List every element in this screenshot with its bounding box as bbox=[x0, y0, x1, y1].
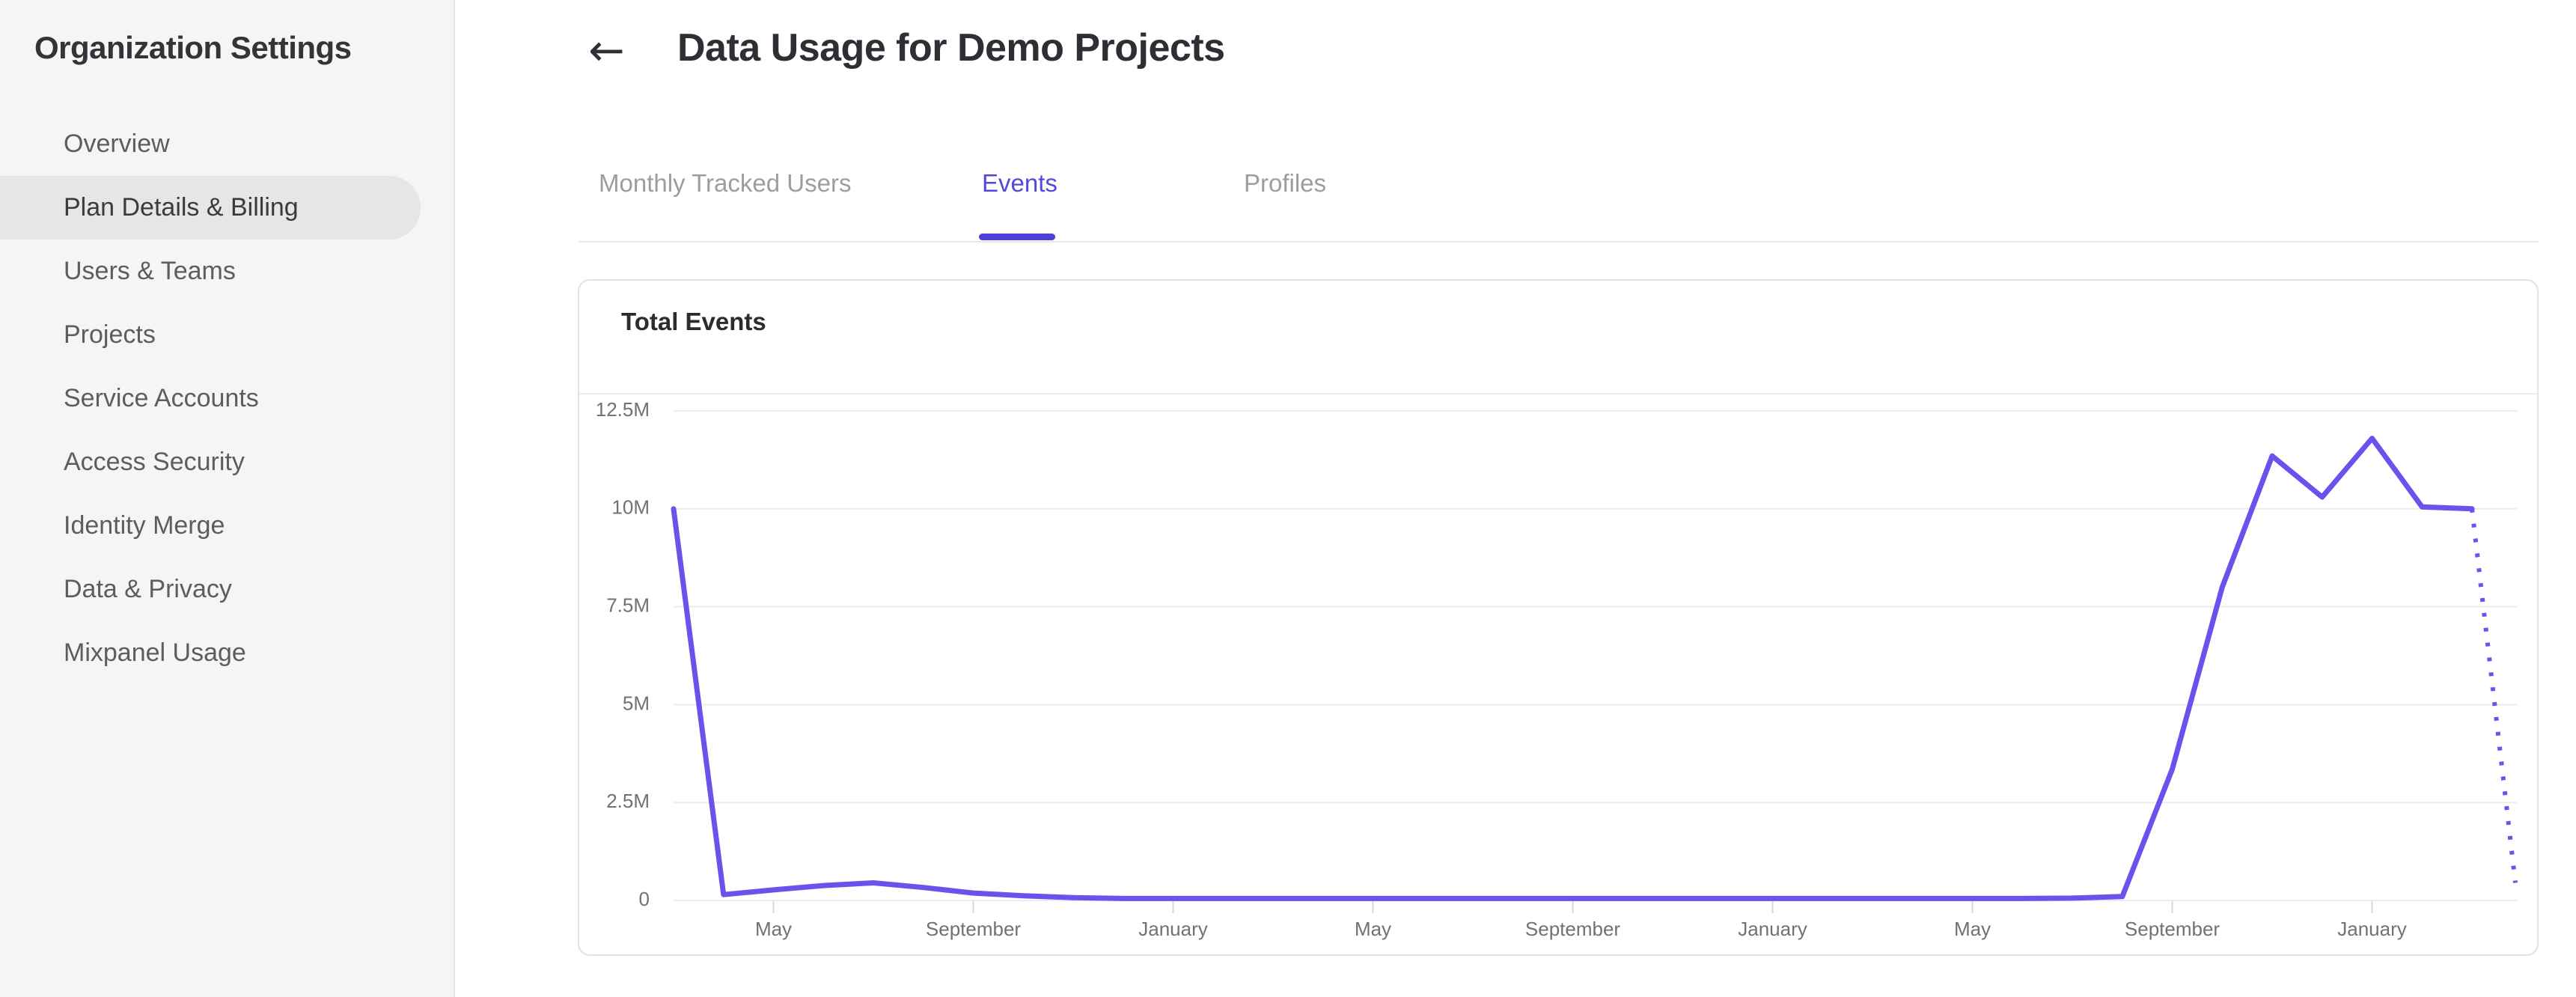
tab-monthly-tracked-users[interactable]: Monthly Tracked Users bbox=[599, 169, 852, 197]
tab-bar: Monthly Tracked Users Events Profiles bbox=[0, 169, 2576, 204]
sidebar-item-overview[interactable]: Overview bbox=[64, 129, 170, 158]
x-axis-label-january: January bbox=[2337, 918, 2407, 940]
total-events-line bbox=[671, 436, 2475, 901]
sidebar-item-service-accounts[interactable]: Service Accounts bbox=[64, 384, 259, 412]
y-axis-label-7.5M: 7.5M bbox=[606, 594, 650, 616]
total-events-chart: 12.5M 10M 7.5M 5M 2.5M 0 May September January Ma… bbox=[579, 394, 2537, 954]
page-title: Data Usage for Demo Projects bbox=[677, 26, 1225, 70]
x-axis-label-january: January bbox=[1738, 918, 1807, 940]
y-axis-label-2.5M: 2.5M bbox=[606, 790, 650, 812]
tab-baseline bbox=[579, 241, 2539, 243]
y-axis-label-0: 0 bbox=[639, 888, 650, 910]
x-axis-label-september: September bbox=[926, 918, 1022, 940]
sidebar-item-identity-merge[interactable]: Identity Merge bbox=[64, 511, 225, 540]
x-axis-label-september: September bbox=[1525, 918, 1621, 940]
card-title: Total Events bbox=[621, 308, 766, 335]
sidebar-title: Organization Settings bbox=[34, 30, 352, 65]
x-axis-label-may: May bbox=[1954, 918, 1991, 940]
x-axis-label-september: September bbox=[2125, 918, 2221, 940]
line-chart-svg: 12.5M 10M 7.5M 5M 2.5M 0 May September January Ma… bbox=[596, 398, 2518, 940]
card-header: Total Events bbox=[579, 281, 2537, 394]
active-tab-underline bbox=[979, 234, 1055, 240]
back-arrow-icon[interactable]: ← bbox=[588, 25, 625, 76]
y-axis-label-12.5M: 12.5M bbox=[596, 398, 650, 421]
sidebar-item-access-security[interactable]: Access Security bbox=[64, 448, 245, 476]
sidebar-item-data-privacy[interactable]: Data & Privacy bbox=[64, 575, 232, 603]
y-axis-label-10M: 10M bbox=[611, 496, 650, 519]
sidebar-item-mixpanel-usage[interactable]: Mixpanel Usage bbox=[64, 638, 246, 667]
x-axis-label-january: January bbox=[1138, 918, 1208, 940]
tab-profiles[interactable]: Profiles bbox=[1244, 169, 1327, 197]
y-axis-label-5M: 5M bbox=[623, 692, 650, 714]
tab-events[interactable]: Events bbox=[982, 169, 1057, 197]
projection-dotted-line bbox=[2470, 508, 2518, 883]
sidebar-item-projects[interactable]: Projects bbox=[64, 320, 156, 349]
total-events-card: Total Events 12.5M 10M 7.5M 5M 2.5M 0 May Septe… bbox=[578, 279, 2539, 956]
x-axis-label-may: May bbox=[1355, 918, 1391, 940]
sidebar: Organization Settings Overview Plan Detai… bbox=[0, 0, 455, 997]
sidebar-item-users-teams[interactable]: Users & Teams bbox=[64, 257, 236, 285]
x-axis-label-may: May bbox=[755, 918, 792, 940]
sidebar-item-plan-details-billing[interactable]: Plan Details & Billing bbox=[0, 176, 421, 240]
